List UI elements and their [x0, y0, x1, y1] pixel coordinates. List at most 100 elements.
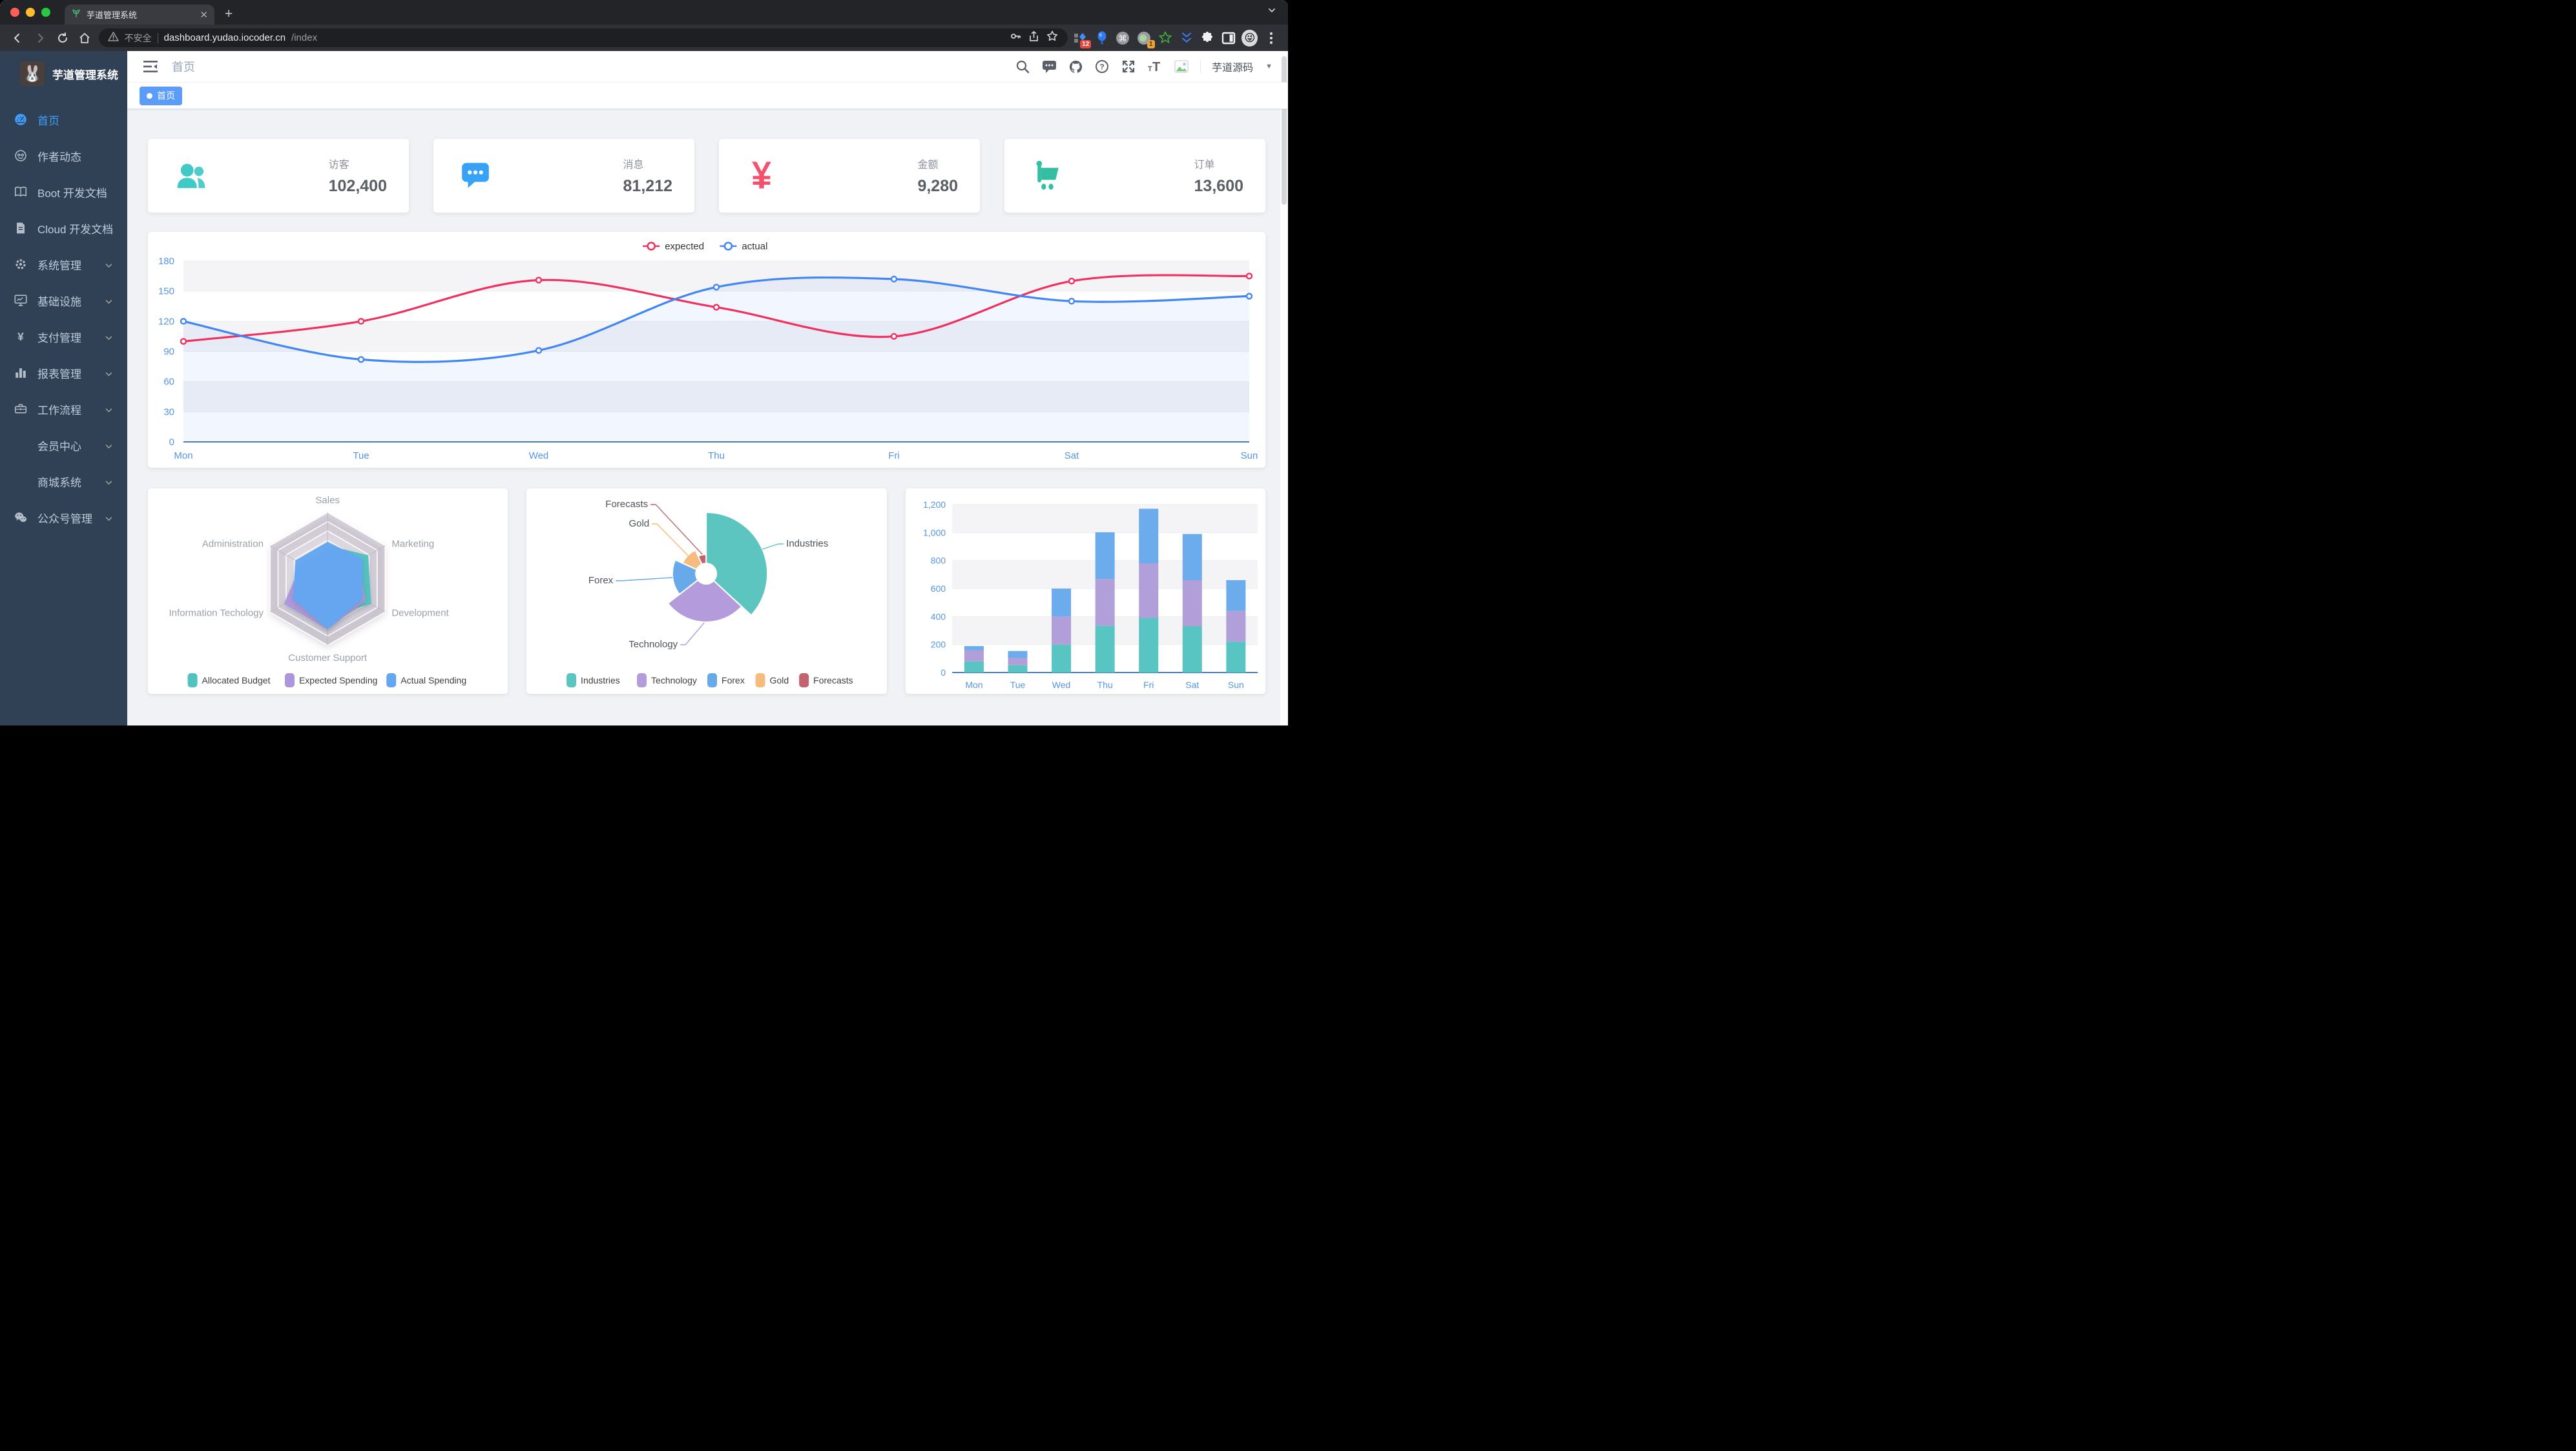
svg-text:Fri: Fri [1143, 680, 1154, 690]
chevron-down-icon [105, 333, 113, 346]
browser-tab[interactable]: 芋道管理系统 ✕ [65, 5, 214, 25]
side-panel-icon[interactable] [1221, 29, 1237, 47]
book-icon [14, 185, 28, 199]
stat-card-访客[interactable]: 访客 102,400 [148, 139, 409, 213]
sidebar-item-支付管理[interactable]: ¥ 支付管理 [0, 318, 127, 355]
message-icon[interactable] [1041, 59, 1057, 74]
extension-recorder-icon[interactable]: 1 [1136, 29, 1155, 48]
stat-card-订单[interactable]: 订单 13,600 [1004, 139, 1265, 213]
fullscreen-icon[interactable] [1121, 59, 1136, 74]
user-name[interactable]: 芋道源码 [1212, 63, 1254, 74]
password-key-icon[interactable] [1009, 30, 1022, 46]
sidebar-item-商城系统[interactable]: 商城系统 [0, 463, 127, 499]
chevron-down-icon [105, 514, 113, 527]
tab-close-icon[interactable]: ✕ [200, 9, 208, 21]
stat-label: 订单 [1194, 160, 1215, 171]
tag-home[interactable]: 首页 [140, 86, 182, 105]
chevron-down-icon [105, 405, 113, 418]
sidebar-item-首页[interactable]: 首页 [0, 101, 127, 138]
app-logo[interactable]: 🐰 芋道管理系统 [0, 51, 127, 95]
extensions-puzzle-icon[interactable] [1200, 29, 1216, 47]
svg-text:Gold: Gold [770, 675, 789, 685]
gear-icon [14, 257, 28, 271]
sidebar-item-label: 支付管理 [37, 331, 81, 344]
not-secure-warning-icon[interactable] [107, 31, 119, 45]
collapse-sidebar-icon[interactable] [143, 60, 158, 73]
forward-icon[interactable] [32, 29, 49, 47]
pie-chart[interactable]: Industries Technology Forex Gold Forecasts In… [526, 488, 886, 694]
sidebar-item-会员中心[interactable]: 会员中心 [0, 427, 127, 463]
sidebar-item-Cloud 开发文档[interactable]: Cloud 开发文档 [0, 210, 127, 246]
dashboard-content: 访客 102,400 消息 81,212 金额 9,280 订单 13,600 0 30 60 90… [127, 109, 1288, 725]
stat-card-金额[interactable]: 金额 9,280 [719, 139, 980, 213]
sidebar-item-公众号管理[interactable]: 公众号管理 [0, 499, 127, 536]
help-icon[interactable]: ? [1094, 59, 1110, 74]
svg-text:Sat: Sat [1065, 450, 1079, 461]
sidebar-item-label: 商城系统 [37, 476, 81, 489]
svg-text:0: 0 [169, 437, 174, 448]
svg-text:T: T [1148, 65, 1152, 73]
radar-chart[interactable]: Sales Administration Information Techology… [148, 488, 508, 694]
sidebar-item-作者动态[interactable]: 作者动态 [0, 138, 127, 174]
svg-text:30: 30 [163, 406, 174, 417]
home-icon[interactable] [76, 29, 94, 47]
page-scrollbar[interactable] [1280, 51, 1288, 725]
github-icon[interactable] [1068, 59, 1083, 74]
breadcrumb[interactable]: 首页 [172, 61, 195, 74]
sidebar-item-工作流程[interactable]: 工作流程 [0, 391, 127, 427]
address-bar[interactable]: 不安全 dashboard.yudao.iocoder.cn/index [98, 28, 1068, 47]
search-icon[interactable] [1015, 59, 1030, 74]
minimize-window-button[interactable] [26, 8, 35, 17]
people-icon [14, 149, 28, 163]
pie-chart-panel: Industries Technology Forex Gold Forecasts In… [526, 488, 887, 694]
stat-cards-row: 访客 102,400 消息 81,212 金额 9,280 订单 13,600 [148, 139, 1265, 213]
svg-text:Mon: Mon [965, 680, 982, 690]
sidebar-item-报表管理[interactable]: 报表管理 [0, 355, 127, 391]
svg-text:Sales: Sales [315, 495, 340, 506]
extension-badge: 12 [1080, 39, 1092, 48]
sidebar-item-系统管理[interactable]: 系统管理 [0, 246, 127, 282]
new-tab-button[interactable]: + [225, 6, 233, 21]
close-window-button[interactable] [10, 8, 19, 17]
svg-text:Industries: Industries [786, 538, 828, 549]
bar-chart[interactable]: 0 200 400 600 800 1,000 1,200 Mon Tue Wed Thu Fri Sa… [906, 488, 1265, 694]
browser-profile-avatar[interactable]: 😜 [1241, 29, 1258, 47]
extension-evernote-icon[interactable] [1158, 29, 1174, 47]
chevron-down-icon [105, 297, 113, 309]
yen-icon: ¥ [14, 329, 28, 344]
stat-card-消息[interactable]: 消息 81,212 [433, 139, 694, 213]
svg-text:200: 200 [930, 640, 946, 650]
svg-text:actual: actual [742, 241, 767, 252]
svg-text:180: 180 [158, 256, 174, 267]
svg-text:?: ? [1099, 63, 1104, 72]
browser-menu-icon[interactable] [1263, 29, 1279, 47]
monitor-icon [14, 293, 28, 308]
svg-text:Sun: Sun [1241, 450, 1258, 461]
tab-search-chevron-icon[interactable] [1267, 6, 1276, 18]
extension-vue-devtools-icon[interactable] [1178, 29, 1194, 47]
browser-toolbar: 不安全 dashboard.yudao.iocoder.cn/index 12 … [0, 25, 1288, 51]
stat-value: 9,280 [917, 177, 958, 195]
extension-tampermonkey-icon[interactable]: 12 [1073, 29, 1092, 48]
line-chart[interactable]: 0 30 60 90 120 150 180 Mon Tue Wed Thu Fri Sat Sun exp… [148, 232, 1265, 468]
svg-text:T: T [1152, 60, 1160, 74]
svg-text:expected: expected [665, 241, 704, 252]
avatar[interactable] [1174, 59, 1189, 74]
reload-icon[interactable] [54, 29, 71, 47]
share-icon[interactable] [1028, 30, 1040, 46]
browser-window: 芋道管理系统 ✕ + 不安全 dashboard.yudao.iocoder.c… [0, 0, 1288, 725]
extension-balloon-icon[interactable] [1094, 29, 1110, 47]
zoom-window-button[interactable] [41, 8, 50, 17]
extension-command-icon[interactable]: ⌘ [1115, 29, 1131, 47]
bookmark-star-icon[interactable] [1046, 30, 1059, 46]
svg-text:⌘: ⌘ [1119, 34, 1127, 43]
back-icon[interactable] [9, 29, 26, 47]
svg-text:Technology: Technology [651, 675, 697, 685]
sidebar-item-label: Boot 开发文档 [37, 187, 107, 200]
sidebar-item-基础设施[interactable]: 基础设施 [0, 282, 127, 318]
scrollbar-thumb[interactable] [1282, 56, 1287, 205]
user-caret-down-icon[interactable]: ▼ [1265, 63, 1272, 70]
sidebar-item-Boot 开发文档[interactable]: Boot 开发文档 [0, 174, 127, 210]
svg-text:Information Techology: Information Techology [169, 608, 264, 619]
